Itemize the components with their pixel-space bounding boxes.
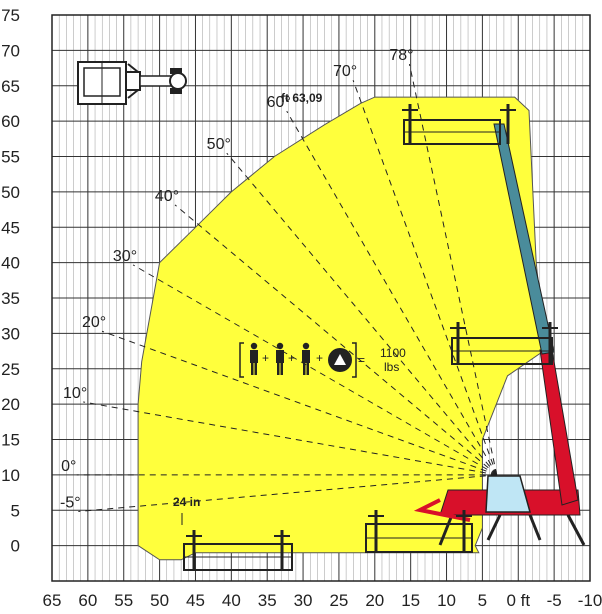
reach-line — [78, 474, 497, 512]
y-tick-label: 50 — [1, 183, 20, 202]
x-tick-label: 45 — [186, 591, 205, 610]
x-tick-label: 25 — [329, 591, 348, 610]
stabilizer — [566, 514, 586, 546]
plus-sign: + — [288, 351, 295, 365]
platform-top — [402, 104, 516, 145]
reach-line — [132, 264, 497, 476]
angle-label: 20° — [82, 314, 106, 331]
stabilizer — [438, 514, 454, 546]
reach-line — [101, 330, 497, 476]
y-tick-label: 60 — [1, 112, 20, 131]
reach-line — [83, 401, 497, 476]
plus-sign: + — [262, 351, 269, 365]
y-tick-label: 70 — [1, 41, 20, 60]
y-axis: 0 5 10 15 20 25 30 35 40 45 50 55 60 65 70 75 — [1, 6, 20, 556]
reach-line — [226, 152, 498, 476]
plot-border — [51, 14, 591, 582]
plot-frame — [51, 14, 591, 582]
reach-lines — [76, 63, 498, 512]
x-tick-label: 40 — [222, 591, 241, 610]
x-tick-label: -10 — [578, 591, 602, 610]
platform-mid — [450, 322, 558, 365]
x-tick-label: 50 — [150, 591, 169, 610]
y-tick-label: 5 — [11, 501, 20, 520]
platform-low — [365, 510, 473, 553]
reach-line — [352, 80, 498, 476]
y-tick-label: 30 — [1, 324, 20, 343]
x-tick-label: 10 — [437, 591, 456, 610]
y-tick-label: 0 — [11, 537, 20, 556]
max-height-label: ft 63,09 — [281, 91, 323, 105]
x-axis: 65 60 55 50 45 40 35 30 25 20 15 10 5 0 ft -5 -10 — [43, 591, 602, 610]
x-tick-label: 30 — [294, 591, 313, 610]
load-value: 1100 — [380, 346, 406, 360]
x-tick-label: 0 ft — [506, 591, 530, 610]
x-tick-label: 20 — [365, 591, 384, 610]
angle-label: 10° — [63, 385, 87, 402]
x-tick-label: -5 — [547, 591, 562, 610]
y-tick-label: 15 — [1, 431, 20, 450]
y-tick-label: 10 — [1, 466, 20, 485]
y-tick-label: 75 — [1, 6, 20, 25]
plus-sign: + — [316, 351, 323, 365]
x-tick-label: 60 — [78, 591, 97, 610]
y-tick-label: 65 — [1, 77, 20, 96]
jib-arm — [413, 498, 471, 522]
load-unit: lbs — [384, 360, 399, 374]
x-tick-label: 55 — [114, 591, 133, 610]
angle-label: 50° — [207, 136, 231, 153]
stabilizer — [486, 514, 502, 541]
machine-cab — [485, 475, 531, 513]
equals-sign: = — [358, 353, 365, 367]
y-tick-label: 55 — [1, 148, 20, 167]
angle-label: 30° — [113, 248, 137, 265]
platform-far — [183, 530, 293, 571]
angle-label: 70° — [333, 63, 357, 80]
angle-label: 60° — [267, 94, 291, 111]
y-tick-label: 40 — [1, 254, 20, 273]
machine — [413, 123, 586, 546]
offset-label: 24 in — [173, 495, 200, 509]
reach-line — [286, 110, 498, 476]
angle-label: 0° — [61, 458, 76, 475]
person-icon — [276, 342, 284, 375]
y-tick-label: 35 — [1, 289, 20, 308]
y-tick-label: 20 — [1, 395, 20, 414]
angle-label: 78° — [389, 47, 413, 64]
angle-label: 40° — [155, 188, 179, 205]
x-tick-label: 65 — [43, 591, 62, 610]
y-tick-label: 25 — [1, 360, 20, 379]
reach-line — [174, 204, 498, 476]
x-tick-label: 15 — [401, 591, 420, 610]
x-tick-label: 5 — [478, 591, 487, 610]
weight-icon — [328, 348, 352, 372]
top-view-vehicle-icon — [77, 61, 187, 105]
boom-lower — [539, 349, 579, 506]
angle-labels: -5° 0° 10° 20° 30° 40° 50° 60° 70° 78° — [60, 47, 413, 511]
reach-line — [408, 63, 498, 475]
person-icon — [250, 342, 258, 375]
person-icon — [302, 342, 310, 375]
angle-label: -5° — [60, 494, 81, 511]
x-tick-label: 35 — [258, 591, 277, 610]
y-tick-label: 45 — [1, 218, 20, 237]
stabilizer — [528, 514, 542, 541]
load-capacity: + + + = 1100 lbs — [239, 342, 406, 378]
